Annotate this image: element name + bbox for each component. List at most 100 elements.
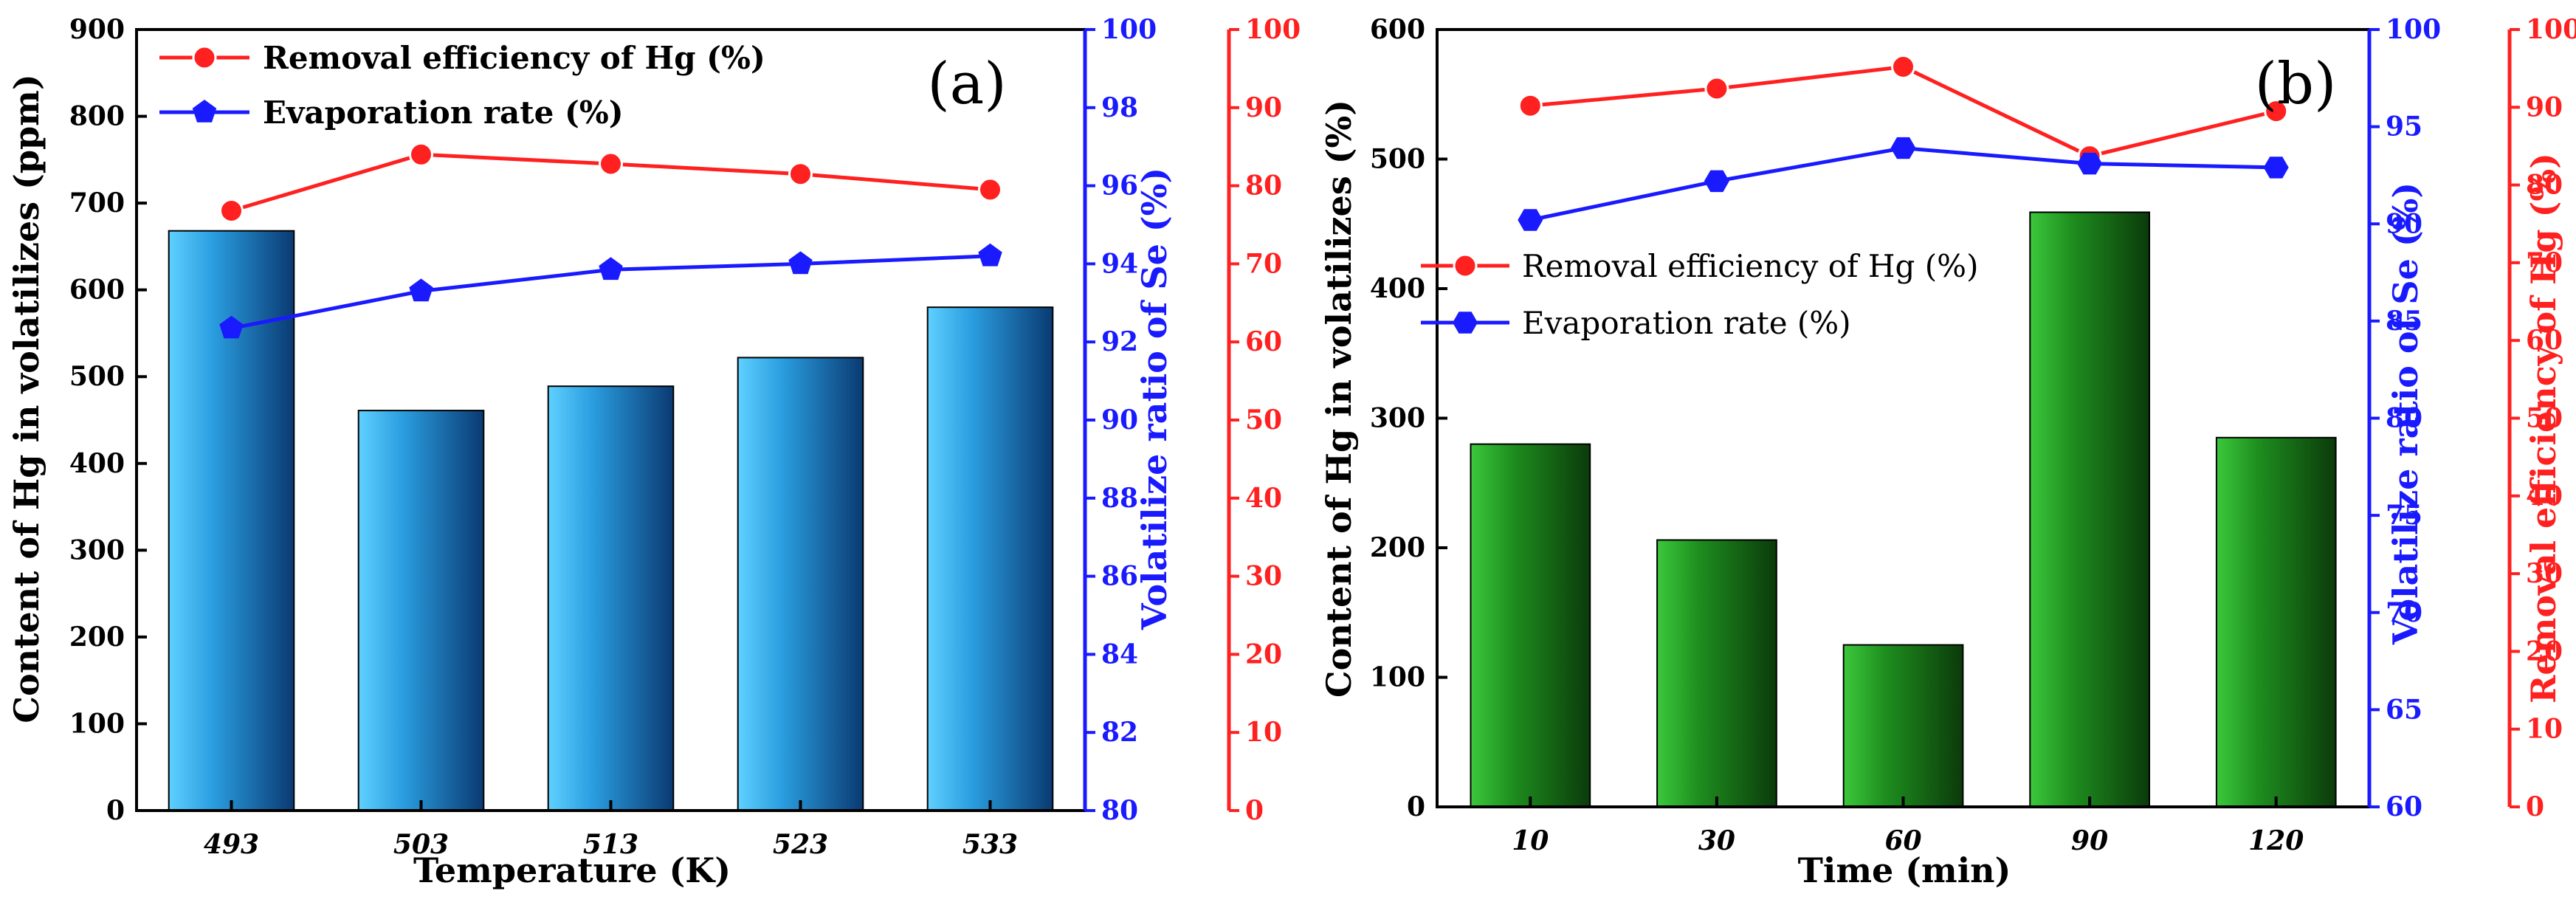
panel-a-y3-tick-label: 50 bbox=[1245, 405, 1282, 436]
panel-b-evaporation-point-120 bbox=[2263, 157, 2289, 179]
panel-b-removal-point-60 bbox=[1891, 55, 1915, 79]
panel-a-y-tick-label: 400 bbox=[69, 448, 125, 479]
panel-a-y3-tick-label: 40 bbox=[1245, 483, 1282, 514]
panel-a-bars bbox=[168, 230, 1054, 811]
panel-b-y-tick-label: 100 bbox=[1370, 662, 1425, 693]
panel-a-y2-tick-label: 94 bbox=[1101, 248, 1138, 279]
panel-b-y2-tick-label: 70 bbox=[2386, 597, 2422, 628]
panel-a-x-tick-label: 523 bbox=[773, 829, 828, 860]
panel-a-y-tick-label: 200 bbox=[69, 622, 125, 653]
panel-a-y3-tick-label: 0 bbox=[1245, 795, 1264, 826]
panel-b-legend: Removal efficiency of Hg (%) Evaporation… bbox=[1421, 248, 1978, 341]
panel-a-y2-tick-label: 86 bbox=[1101, 561, 1138, 592]
panel-a-y2-tick-label: 90 bbox=[1101, 405, 1138, 436]
panel-a-bar-503 bbox=[357, 410, 485, 811]
panel-b-lines bbox=[1518, 55, 2289, 231]
panel-a-bar-523 bbox=[737, 357, 864, 811]
panel-a-y-tick-label: 800 bbox=[69, 101, 125, 132]
panel-b-bar-90 bbox=[2029, 211, 2151, 808]
panel-a-y-tick-label: 600 bbox=[69, 275, 125, 306]
panel-b-y-tick-label: 200 bbox=[1370, 532, 1425, 563]
panel-b-y-tick-label: 600 bbox=[1370, 14, 1425, 45]
panel-a-evaporation-point-503 bbox=[409, 278, 433, 302]
panel-b-legend-removal-text: Removal efficiency of Hg (%) bbox=[1522, 248, 1978, 284]
panel-b-legend-evap-text: Evaporation rate (%) bbox=[1522, 305, 1851, 341]
panel-a-evaporation-point-523 bbox=[788, 251, 813, 275]
panel-a-y2-tick-label: 98 bbox=[1101, 92, 1138, 123]
panel-b-bar-60 bbox=[1842, 644, 1964, 808]
panel-a-y2-axis-title: Volatilize ratio of Se (%) bbox=[1134, 168, 1174, 630]
panel-b-y-tick-label: 300 bbox=[1370, 403, 1425, 434]
panel-a-y-tick-label: 0 bbox=[106, 795, 125, 826]
panel-b-y2-tick-label: 60 bbox=[2386, 791, 2422, 822]
panel-a-y3-tick-label: 60 bbox=[1245, 326, 1282, 357]
panel-a-y-tick-label: 100 bbox=[69, 708, 125, 739]
panel-b-y2-tick-label: 90 bbox=[2386, 208, 2422, 239]
panel-a-y3-tick-label: 10 bbox=[1245, 717, 1282, 748]
panel-b-y2-tick-label: 85 bbox=[2386, 306, 2422, 337]
panel-a-y3-tick-label: 100 bbox=[1245, 14, 1301, 45]
panel-b-removal-point-10 bbox=[1518, 93, 1543, 118]
panel-b-y2-tick-label: 80 bbox=[2386, 403, 2422, 434]
panel-b-removal-point-30 bbox=[1704, 76, 1729, 101]
panel-a-y2-tick-label: 84 bbox=[1101, 639, 1138, 670]
panel-b-y3-tick-label: 70 bbox=[2526, 247, 2563, 278]
panel-a-removal-point-493 bbox=[219, 199, 244, 223]
panel-a-y2-tick-label: 80 bbox=[1101, 795, 1138, 826]
panel-b-label: (b) bbox=[2255, 51, 2337, 117]
panel-b-x-tick-label: 30 bbox=[1698, 825, 1735, 856]
panel-a-removal-point-513 bbox=[599, 151, 623, 176]
panel-b-y3-axis-title: Removal efficiency of Hg (%) bbox=[2524, 153, 2563, 704]
panel-b-y-axis-title: Content of Hg in volatilizes (%) bbox=[1319, 100, 1359, 698]
panel-a-legend-evap-text: Evaporation rate (%) bbox=[263, 94, 624, 131]
panel-a-y2-tick-label: 92 bbox=[1101, 326, 1138, 357]
panel-b-x-tick-label: 120 bbox=[2248, 825, 2304, 856]
panel-b-legend-evap-marker bbox=[1453, 312, 1478, 334]
panel-b-y3-tick-label: 60 bbox=[2526, 325, 2563, 356]
panel-a-x-axis-title: Temperature (K) bbox=[413, 850, 731, 890]
panel-a-legend-removal-text: Removal efficiency of Hg (%) bbox=[263, 40, 765, 76]
panel-a-removal-point-503 bbox=[409, 142, 433, 167]
panel-b-legend-removal-marker bbox=[1453, 253, 1478, 278]
panel-a-y-tick-label: 300 bbox=[69, 534, 125, 565]
panel-b-bar-30 bbox=[1656, 539, 1777, 808]
panel-b-x-tick-label: 90 bbox=[2071, 825, 2108, 856]
panel-b-removal-point-120 bbox=[2264, 99, 2289, 124]
panel-a-y3-tick-label: 30 bbox=[1245, 561, 1282, 592]
panel-a-legend-removal-marker bbox=[192, 45, 217, 70]
panel-a-y-tick-label: 500 bbox=[69, 361, 125, 392]
panel-b-evaporation-point-10 bbox=[1518, 209, 1543, 231]
panel-b-y-tick-label: 400 bbox=[1370, 273, 1425, 304]
panel-a-y3-tick-label: 80 bbox=[1245, 171, 1282, 202]
panel-b-bar-10 bbox=[1470, 443, 1591, 808]
panel-b-y3-tick-label: 40 bbox=[2526, 481, 2563, 512]
panel-b-y3-tick-label: 10 bbox=[2526, 714, 2563, 745]
panel-a-y-tick-label: 700 bbox=[69, 188, 125, 219]
panel-b-evaporation-point-90 bbox=[2077, 152, 2103, 175]
panel-a-legend-evap-marker bbox=[192, 100, 217, 123]
panel-b-y3-tick-label: 90 bbox=[2526, 92, 2563, 123]
panel-a-x-tick-label: 513 bbox=[583, 829, 638, 860]
panel-b-y2-tick-label: 100 bbox=[2386, 14, 2441, 45]
panel-a-removal-point-523 bbox=[788, 162, 813, 187]
panel-b-bars bbox=[1470, 211, 2337, 808]
panel-a-legend: Removal efficiency of Hg (%) Evaporation… bbox=[159, 40, 765, 131]
panel-a-y2-tick-label: 88 bbox=[1101, 483, 1138, 514]
panel-b-evaporation-point-30 bbox=[1704, 170, 1729, 193]
panel-b-y2-axis-title: Volatilize ratio of Se (%) bbox=[2386, 182, 2425, 645]
panel-b-y2-tick-label: 75 bbox=[2386, 500, 2422, 531]
panel-a-y2-tick-label: 82 bbox=[1101, 717, 1138, 748]
panel-a-evaporation-point-533 bbox=[978, 243, 1002, 266]
panel-a-y3-tick-label: 20 bbox=[1245, 639, 1282, 670]
panel-a-y2-tick-label: 96 bbox=[1101, 171, 1138, 202]
panel-a-removal-point-533 bbox=[978, 177, 1002, 202]
panel-a-x-tick-label: 533 bbox=[962, 829, 1018, 860]
panel-a-y-axis-title: Content of Hg in volatilizes (ppm) bbox=[7, 74, 47, 723]
panel-a-label: (a) bbox=[927, 51, 1006, 117]
panel-a-x-tick-label: 503 bbox=[393, 829, 449, 860]
panel-a-y3-tick-label: 90 bbox=[1245, 92, 1282, 123]
